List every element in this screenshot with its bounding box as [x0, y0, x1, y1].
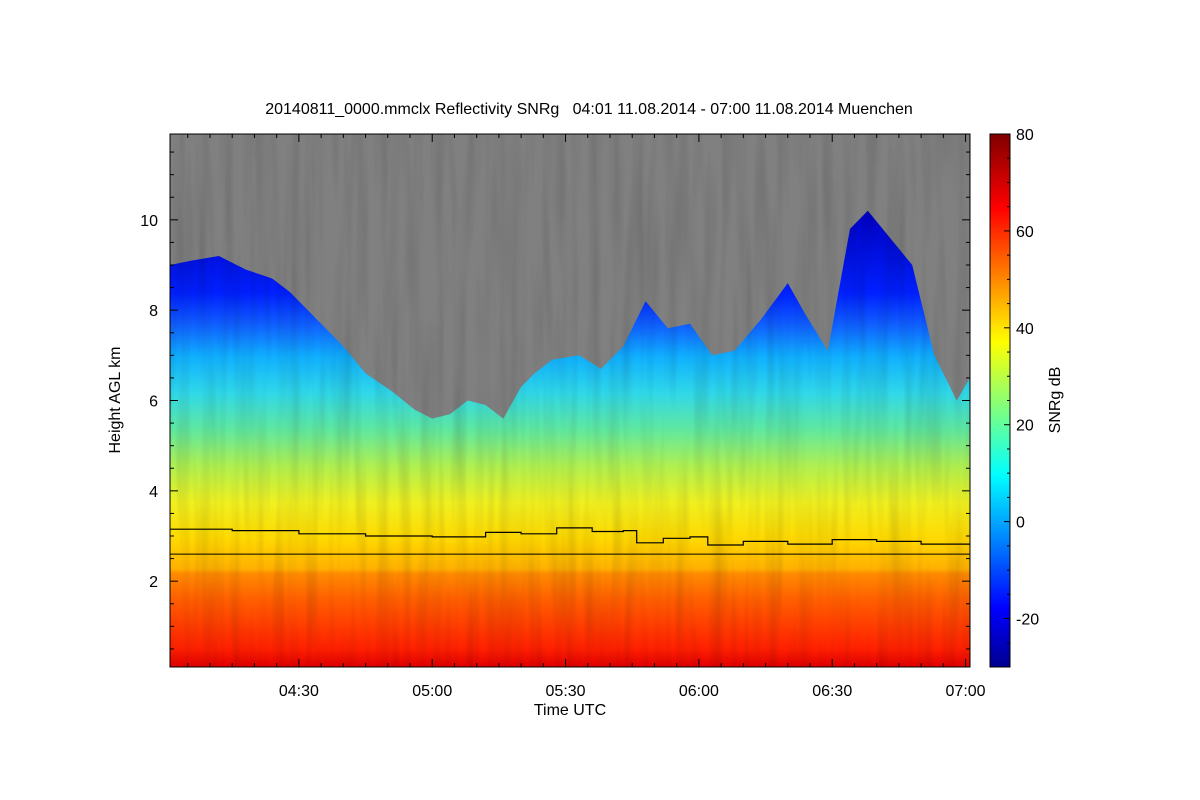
- y-tick-label: 4: [149, 484, 158, 501]
- colorbar-label: SNRg dB: [1047, 367, 1064, 434]
- y-axis: 2 4 6 8 10: [140, 151, 970, 650]
- colorbar-tick-label: 80: [1016, 127, 1034, 144]
- chart-title: 20140811_0000.mmclx Reflectivity SNRg 04…: [265, 101, 913, 118]
- x-tick-label: 05:00: [412, 683, 452, 700]
- x-axis-label: Time UTC: [534, 702, 606, 719]
- y-tick-label: 2: [149, 574, 158, 591]
- x-tick-label: 06:30: [812, 683, 852, 700]
- colorbar-tick-label: 20: [1016, 418, 1034, 435]
- colorbar-tick-label: 60: [1016, 224, 1034, 241]
- y-tick-label: 6: [149, 394, 158, 411]
- x-axis: 04:30 05:00 05:30 06:00 06:30 07:00: [187, 134, 986, 700]
- plot-area: [170, 134, 970, 667]
- x-tick-label: 04:30: [279, 683, 319, 700]
- colorbar-tick-label: 40: [1016, 321, 1034, 338]
- y-tick-label: 8: [149, 303, 158, 320]
- upper-boundary-line: [170, 527, 970, 546]
- x-tick-label: 06:00: [679, 683, 719, 700]
- x-tick-label: 05:30: [546, 683, 586, 700]
- colorbar-tick-label: 0: [1016, 515, 1025, 532]
- colorbar-tick-label: -20: [1016, 612, 1039, 629]
- colorbar-axis: -20 0 20 40 60 80: [1004, 127, 1039, 644]
- y-axis-label: Height AGL km: [107, 346, 124, 453]
- y-tick-label: 10: [140, 213, 158, 230]
- texture-overlay: [170, 134, 970, 667]
- x-tick-label: 07:00: [946, 683, 986, 700]
